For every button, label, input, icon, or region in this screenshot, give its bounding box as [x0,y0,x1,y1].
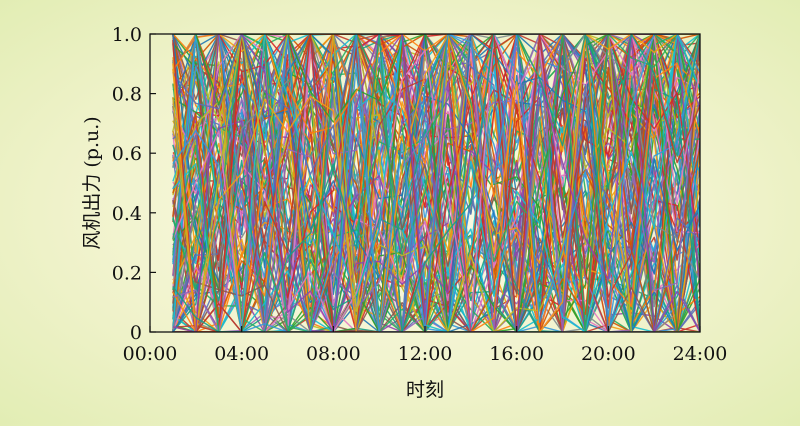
x-tick-label: 16:00 [489,343,544,365]
series-line-114 [172,34,700,332]
x-axis: 00:00 04:00 08:00 12:00 16:00 20:00 24:00 [123,326,728,365]
series-line-150 [172,34,700,332]
y-tick-label: 1.0 [112,24,142,46]
series-line-154 [172,34,700,332]
x-tick-label: 04:00 [214,343,269,365]
series-line-158 [172,34,700,332]
y-tick-label: 0.4 [112,203,142,225]
x-tick-label: 12:00 [398,343,453,365]
y-tick-label: 0.2 [112,262,142,284]
series-line-142 [172,34,700,332]
series-line-103 [172,34,700,332]
series-line-94 [172,34,700,332]
series-line-160 [172,34,700,332]
x-axis-label: 时刻 [406,379,444,401]
x-tick-label: 24:00 [673,343,728,365]
series-line-157 [172,34,700,332]
y-tick-label: 0.8 [112,84,142,106]
y-axis-label: 风机出力 (p.u.) [81,116,103,249]
y-tick-label: 0.6 [112,143,142,165]
series-line-156 [172,34,700,332]
x-tick-label: 08:00 [306,343,361,365]
x-tick-label: 00:00 [123,343,178,365]
series-line-159 [172,34,700,332]
y-axis: 0 0.2 0.4 0.6 0.8 1.0 [112,24,156,344]
series-line-152 [172,34,700,332]
y-tick-label: 0 [130,322,142,344]
series-line-145 [172,34,700,332]
series-line-153 [172,34,700,332]
x-tick-label: 20:00 [581,343,636,365]
series-layer [172,34,700,332]
